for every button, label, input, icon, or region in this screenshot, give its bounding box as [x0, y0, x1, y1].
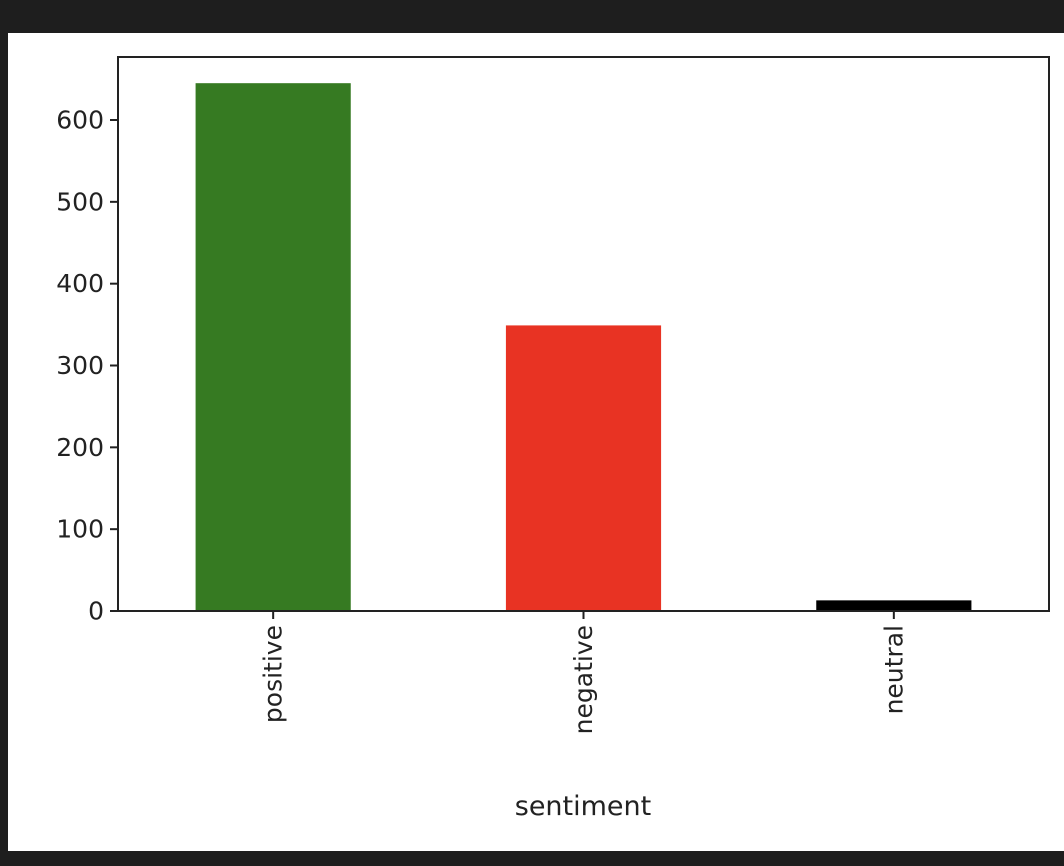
- plot-frame: [117, 56, 1050, 612]
- y-tick-label: 300: [56, 351, 104, 380]
- y-tick-label: 400: [56, 269, 104, 298]
- cell-output: 0 100 200 300 400 500 600 positive negative neut…: [8, 33, 1064, 851]
- bar-negative: [505, 325, 662, 611]
- y-tick-label: 200: [56, 433, 104, 462]
- bars-layer: [195, 83, 972, 612]
- bar-chart: 0 100 200 300 400 500 600 positive negative neut…: [56, 56, 1050, 822]
- x-tick-label: positive: [259, 625, 288, 723]
- x-axis-label: sentiment: [515, 791, 652, 822]
- y-tick-label: 100: [56, 515, 104, 544]
- x-tick-label: negative: [569, 625, 598, 734]
- y-tick-label: 600: [56, 106, 104, 135]
- y-axis-ticks: 0 100 200 300 400 500 600: [56, 106, 118, 626]
- y-tick-label: 0: [88, 597, 104, 626]
- y-tick-label: 500: [56, 187, 104, 216]
- bar-neutral: [816, 600, 972, 611]
- bar-positive: [195, 83, 351, 612]
- x-tick-label: neutral: [879, 625, 908, 714]
- x-axis-ticks: positive negative neutral: [259, 611, 908, 734]
